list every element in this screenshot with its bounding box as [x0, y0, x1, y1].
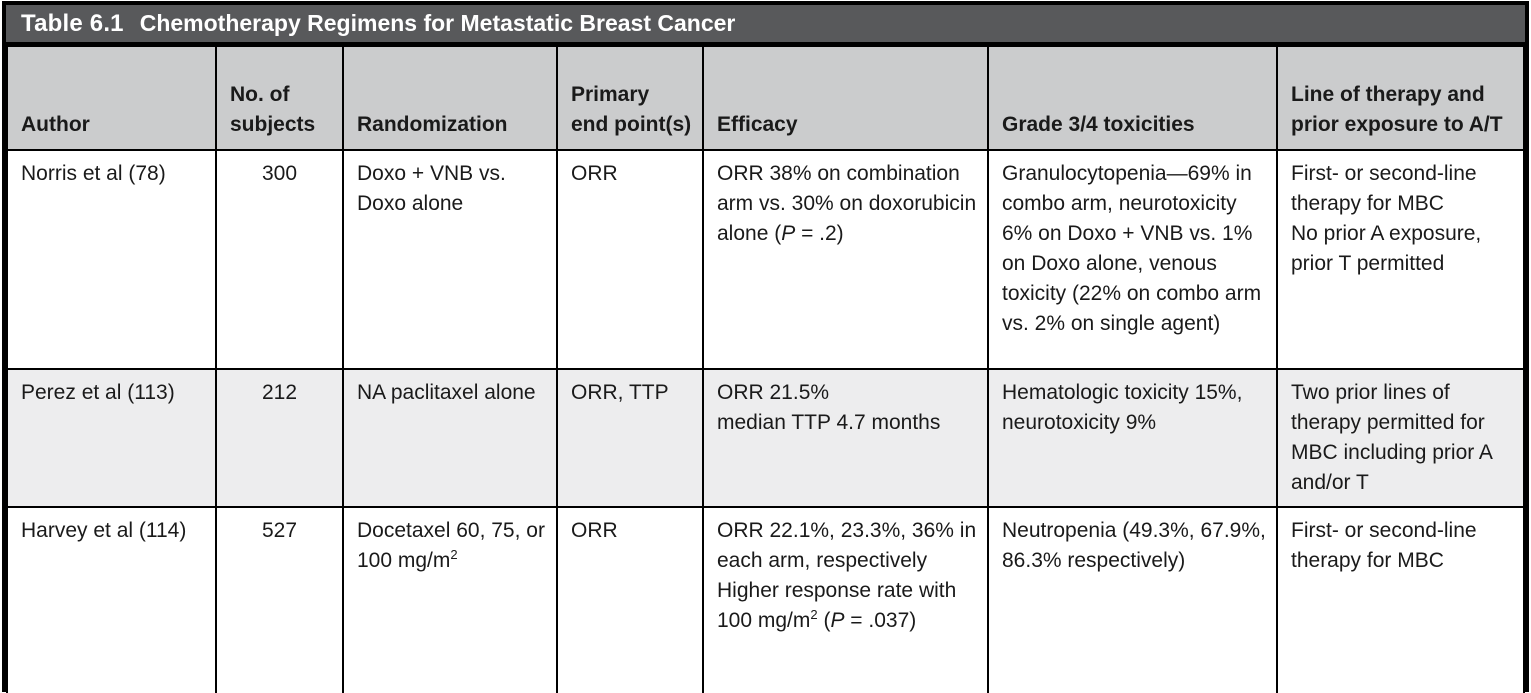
- cell-subjects: 527: [215, 506, 344, 693]
- cell-subjects: 300: [215, 149, 344, 370]
- table-row-harvey: Harvey et al (114) 527 Docetaxel 60, 75,…: [6, 506, 1525, 693]
- randomization-text: Doxo + VNB vs. Doxo alone: [357, 162, 506, 215]
- efficacy-line-1: ORR 21.5%: [717, 381, 830, 404]
- cell-randomization: NA paclitaxel alone: [342, 368, 558, 508]
- table-title-bar: Table 6.1 Chemotherapy Regimens for Meta…: [6, 5, 1525, 45]
- subjects-text: 300: [261, 162, 298, 185]
- therapy-line-1: Two prior lines of therapy permitted for…: [1291, 381, 1492, 494]
- table-number: Table 6.1: [21, 9, 124, 37]
- author-text: Perez et al (113): [21, 381, 175, 404]
- endpoint-text: ORR, TTP: [571, 381, 669, 404]
- column-header-randomization: Randomization: [342, 45, 558, 151]
- cell-toxicities: Hematologic toxicity 15%, neurotoxicity …: [987, 368, 1278, 508]
- cell-author: Harvey et al (114): [6, 506, 217, 693]
- data-table: Author No. of subjects Randomization Pri…: [6, 45, 1525, 693]
- header-row: Author No. of subjects Randomization Pri…: [6, 45, 1525, 151]
- randomization-text: Docetaxel 60, 75, or 100 mg/m2: [357, 519, 545, 572]
- column-header-efficacy: Efficacy: [702, 45, 989, 151]
- table-title: Chemotherapy Regimens for Metastatic Bre…: [139, 10, 736, 36]
- randomization-text: NA paclitaxel alone: [357, 381, 536, 404]
- cell-efficacy: ORR 38% on combination arm vs. 30% on do…: [702, 149, 989, 370]
- cell-line-of-therapy: First- or second-line therapy for MBC: [1276, 506, 1525, 693]
- column-header-author: Author: [6, 45, 217, 151]
- cell-efficacy: ORR 21.5% median TTP 4.7 months: [702, 368, 989, 508]
- cell-randomization: Doxo + VNB vs. Doxo alone: [342, 149, 558, 370]
- efficacy-line-2: median TTP 4.7 months: [717, 411, 941, 434]
- therapy-line-1: First- or second-line therapy for MBC: [1291, 519, 1477, 572]
- column-header-line-of-therapy: Line of therapy and prior exposure to A/…: [1276, 45, 1525, 151]
- efficacy-text: ORR 38% on combination arm vs. 30% on do…: [717, 162, 977, 245]
- cell-toxicities: Granulocytopenia—69% in combo arm, neuro…: [987, 149, 1278, 370]
- toxicities-text: Hematologic toxicity 15%, neurotoxicity …: [1002, 381, 1243, 434]
- efficacy-line-2: Higher response rate with 100 mg/m2 (P =…: [717, 579, 957, 632]
- toxicities-text: Neutropenia (49.3%, 67.9%, 86.3% respect…: [1002, 519, 1266, 572]
- toxicities-text: Granulocytopenia—69% in combo arm, neuro…: [1002, 162, 1262, 335]
- cell-efficacy: ORR 22.1%, 23.3%, 36% in each arm, respe…: [702, 506, 989, 693]
- table-row-perez: Perez et al (113) 212 NA paclitaxel alon…: [6, 368, 1525, 508]
- cell-line-of-therapy: Two prior lines of therapy permitted for…: [1276, 368, 1525, 508]
- endpoint-text: ORR: [571, 519, 618, 542]
- cell-randomization: Docetaxel 60, 75, or 100 mg/m2: [342, 506, 558, 693]
- cell-primary-endpoint: ORR: [556, 149, 704, 370]
- table-row-norris: Norris et al (78) 300 Doxo + VNB vs. Dox…: [6, 149, 1525, 370]
- column-header-primary-endpoint: Primary end point(s): [556, 45, 704, 151]
- column-header-toxicities: Grade 3/4 toxicities: [987, 45, 1278, 151]
- therapy-line-2: No prior A exposure, prior T permitted: [1291, 222, 1482, 275]
- endpoint-text: ORR: [571, 162, 618, 185]
- column-header-subjects: No. of subjects: [215, 45, 344, 151]
- author-text: Harvey et al (114): [21, 519, 187, 542]
- subjects-text: 212: [261, 381, 298, 404]
- cell-primary-endpoint: ORR: [556, 506, 704, 693]
- subjects-text: 527: [261, 519, 298, 542]
- cell-primary-endpoint: ORR, TTP: [556, 368, 704, 508]
- cell-subjects: 212: [215, 368, 344, 508]
- author-text: Norris et al (78): [21, 162, 166, 185]
- cell-author: Perez et al (113): [6, 368, 217, 508]
- therapy-line-1: First- or second-line therapy for MBC: [1291, 162, 1477, 215]
- cell-line-of-therapy: First- or second-line therapy for MBC No…: [1276, 149, 1525, 370]
- cell-toxicities: Neutropenia (49.3%, 67.9%, 86.3% respect…: [987, 506, 1278, 693]
- cell-author: Norris et al (78): [6, 149, 217, 370]
- efficacy-line-1: ORR 22.1%, 23.3%, 36% in each arm, respe…: [717, 519, 977, 572]
